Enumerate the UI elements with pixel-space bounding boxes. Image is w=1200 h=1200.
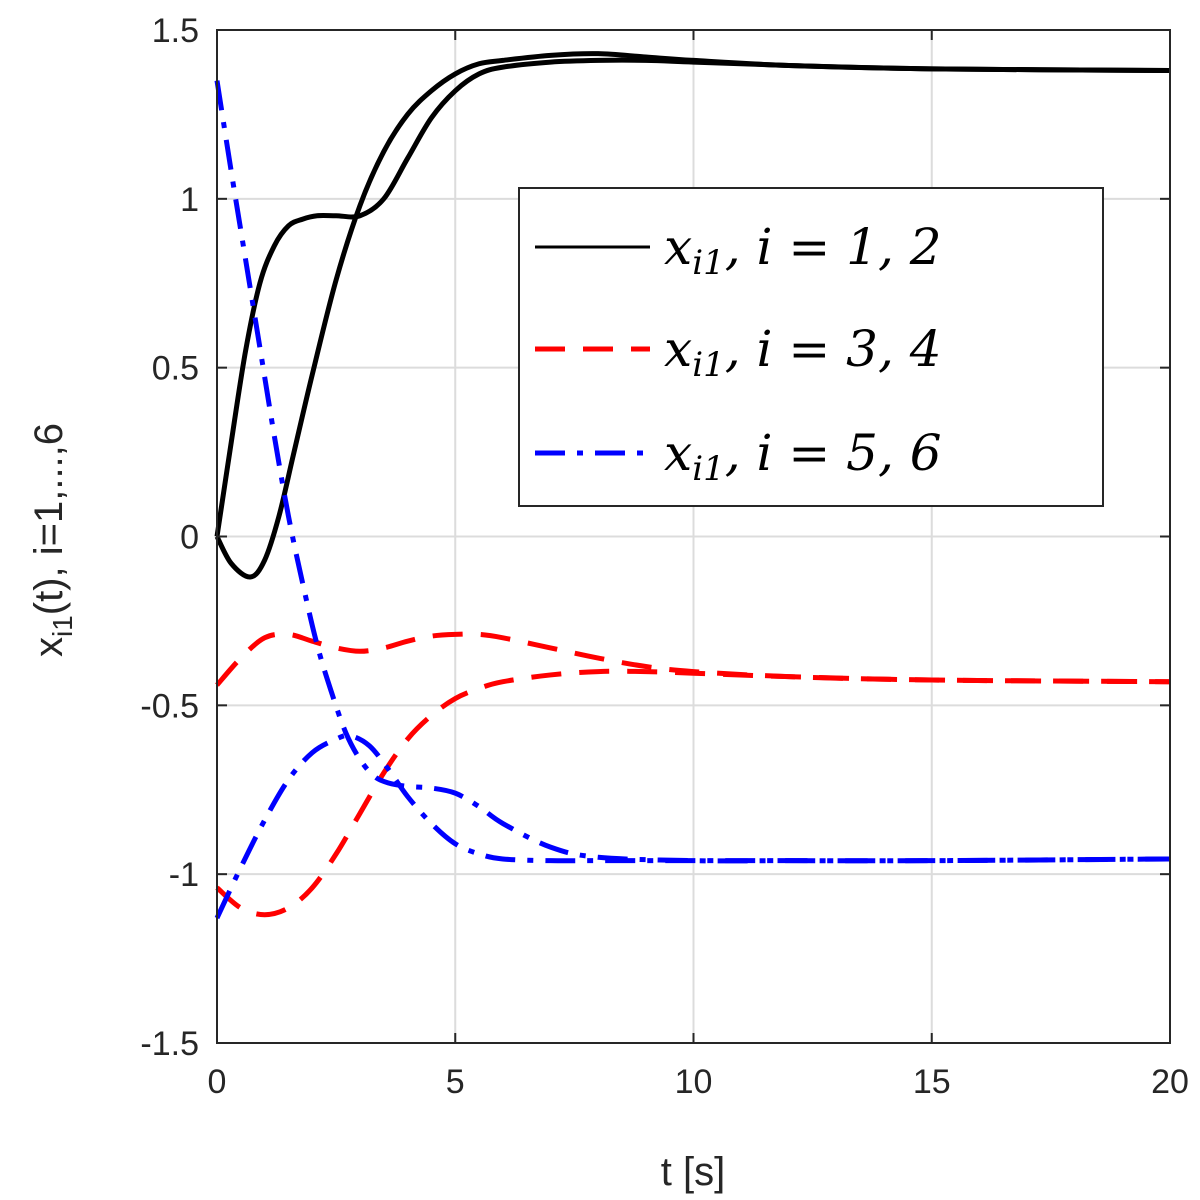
x-tick-label: 0 [208,1063,227,1101]
y-tick-labels: -1.5 -1 -0.5 0 0.5 1 1.5 [140,12,199,1063]
y-axis-label-sub: i1 [47,615,78,637]
legend-label-2: xi1, i = 3, 4 [664,320,942,385]
x-tick-label: 10 [675,1063,713,1101]
y-tick-label: -1 [169,856,199,894]
legend-entry-1: xi1, i = 1, 2 [535,218,942,283]
y-tick-label: 0.5 [152,350,199,388]
series-x-i1-i56-line-1 [214,80,1171,864]
y-tick-label: -0.5 [140,687,199,725]
y-axis-label: xi1(t), i=1,...,6 [27,423,78,657]
legend-label-1: xi1, i = 1, 2 [664,218,942,283]
x-tick-label: 5 [446,1063,465,1101]
x-tick-label: 15 [913,1063,951,1101]
series-x-i1-i56-line-2 [214,732,1171,920]
tick-marks [216,29,1171,1044]
legend-entry-3: xi1, i = 5, 6 [535,424,942,489]
x-tick-labels: 0 5 10 15 20 [208,1063,1189,1101]
series-x-i1-i12-line-2 [214,51,1171,580]
series-x-i1-i34-line-2 [215,668,1171,918]
x-tick-label: 20 [1151,1063,1189,1101]
legend: xi1, i = 1, 2 xi1, i = 3, 4 xi1, i = 5, … [518,187,1104,507]
y-tick-label: 1.5 [152,12,199,50]
y-tick-label: 0 [180,519,199,557]
legend-label-3: xi1, i = 5, 6 [664,424,942,489]
y-axis-label-main: x [27,637,71,657]
series-layer [214,51,1171,920]
x-axis-label: t [s] [661,1150,725,1194]
legend-entry-2: xi1, i = 3, 4 [535,320,942,385]
y-tick-label: -1.5 [140,1025,199,1063]
y-axis-label-rest: (t), i=1,...,6 [27,423,71,615]
y-tick-label: 1 [180,181,199,219]
